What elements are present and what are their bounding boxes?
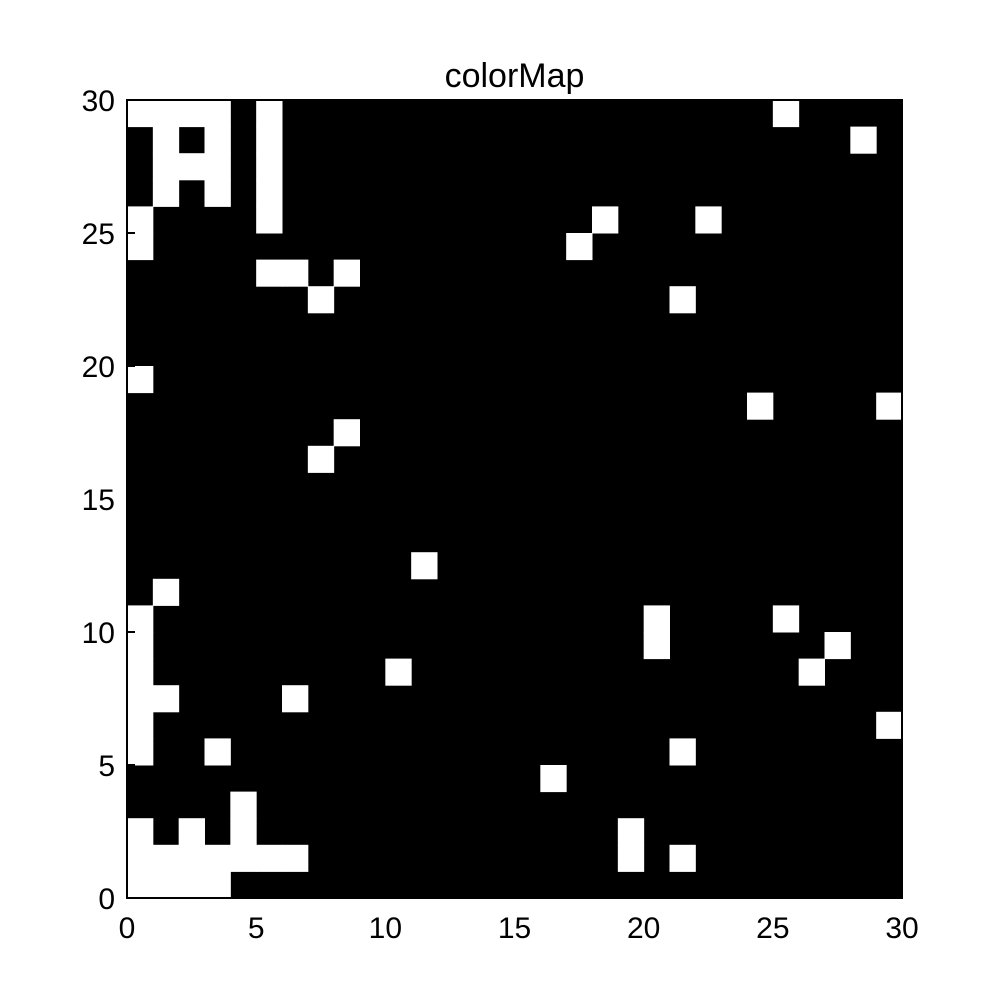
heatmap-cell <box>256 153 283 181</box>
heatmap-cell <box>540 765 567 793</box>
heatmap-cell <box>152 844 180 872</box>
ticks-layer: 0 5 10 15 20 25 30 0 5 10 15 20 25 30 <box>82 85 919 945</box>
heatmap-cell <box>127 685 154 713</box>
heatmap-cell <box>876 392 903 420</box>
heatmap-cell <box>256 179 283 207</box>
y-tick-label: 10 <box>82 617 115 650</box>
heatmap-cell <box>669 844 696 872</box>
heatmap-cell <box>152 179 180 207</box>
y-tick-label: 25 <box>82 218 115 251</box>
heatmap-cell <box>385 658 412 686</box>
heatmap-cell <box>178 871 205 899</box>
heatmap-cell <box>282 685 309 713</box>
x-tick-label: 20 <box>627 912 660 945</box>
heatmap-cell <box>333 259 360 287</box>
heatmap-cell <box>127 738 154 766</box>
heatmap-cell <box>307 286 335 314</box>
heatmap-cell <box>592 206 619 234</box>
heatmap-cell <box>127 206 154 234</box>
heatmap-cell <box>127 233 154 261</box>
heatmap-cell <box>204 179 231 207</box>
heatmap-cell <box>669 286 696 314</box>
heatmap-cell <box>747 392 774 420</box>
heatmap-cell <box>178 100 205 128</box>
heatmap-cell <box>204 153 231 181</box>
heatmap-cell <box>127 818 154 846</box>
heatmap-cell <box>256 100 283 128</box>
heatmap-cell <box>127 711 154 739</box>
heatmap-cell <box>230 844 257 872</box>
heatmap-cell <box>178 818 205 846</box>
heatmap-cell <box>127 366 154 394</box>
x-tick-label: 15 <box>498 912 531 945</box>
heatmap-cell <box>152 578 180 606</box>
heatmap-cell <box>178 844 205 872</box>
x-tick-label: 30 <box>885 912 918 945</box>
heatmap-cell <box>411 552 438 580</box>
heatmap-cell <box>152 153 180 181</box>
heatmap-cell <box>256 259 283 287</box>
y-tick-label: 15 <box>82 484 115 517</box>
heatmap-cell <box>566 233 593 261</box>
heatmap-cell <box>204 871 231 899</box>
heatmap-cell <box>152 871 180 899</box>
heatmap-cell <box>850 126 877 154</box>
heatmap-cell <box>230 791 257 819</box>
heatmap-cell <box>256 844 283 872</box>
heatmap-cell <box>307 445 335 473</box>
heatmap-cell <box>643 632 670 660</box>
heatmap-cell <box>772 100 800 128</box>
chart-title: colorMap <box>445 57 585 95</box>
heatmap-cell <box>617 844 645 872</box>
heatmap-cell <box>772 605 800 633</box>
heatmap-cell <box>282 259 309 287</box>
y-tick-label: 0 <box>98 883 115 916</box>
x-tick-label: 25 <box>756 912 789 945</box>
y-tick-label: 20 <box>82 351 115 384</box>
heatmap-cell <box>127 605 154 633</box>
heatmap-cell <box>876 711 903 739</box>
x-tick-label: 10 <box>369 912 402 945</box>
x-tick-label: 5 <box>248 912 265 945</box>
heatmap-cell <box>256 126 283 154</box>
heatmap-cell <box>204 844 231 872</box>
heatmap-cell <box>204 738 231 766</box>
heatmap-cell <box>127 632 154 660</box>
plot-background <box>127 100 902 898</box>
cells-layer <box>127 100 903 899</box>
heatmap-cell <box>204 100 231 128</box>
heatmap-cell <box>643 605 670 633</box>
heatmap-cell <box>178 153 205 181</box>
heatmap-cell <box>617 818 645 846</box>
x-tick-label: 0 <box>119 912 136 945</box>
y-tick-label: 30 <box>82 85 115 118</box>
heatmap-cell <box>127 844 154 872</box>
heatmap-cell <box>333 419 360 447</box>
heatmap-cell <box>230 818 257 846</box>
heatmap-cell <box>282 844 309 872</box>
heatmap-cell <box>669 738 696 766</box>
heatmap-cell <box>824 632 851 660</box>
heatmap-cell <box>695 206 722 234</box>
heatmap-cell <box>152 685 180 713</box>
heatmap-cell <box>152 100 180 128</box>
heatmap-cell <box>127 658 154 686</box>
heatmap-cell <box>152 126 180 154</box>
heatmap-cell <box>127 100 154 128</box>
heatmap-cell <box>798 658 825 686</box>
heatmap-cell <box>256 206 283 234</box>
heatmap-cell <box>204 126 231 154</box>
y-tick-label: 5 <box>98 750 115 783</box>
heatmap-cell <box>127 871 154 899</box>
